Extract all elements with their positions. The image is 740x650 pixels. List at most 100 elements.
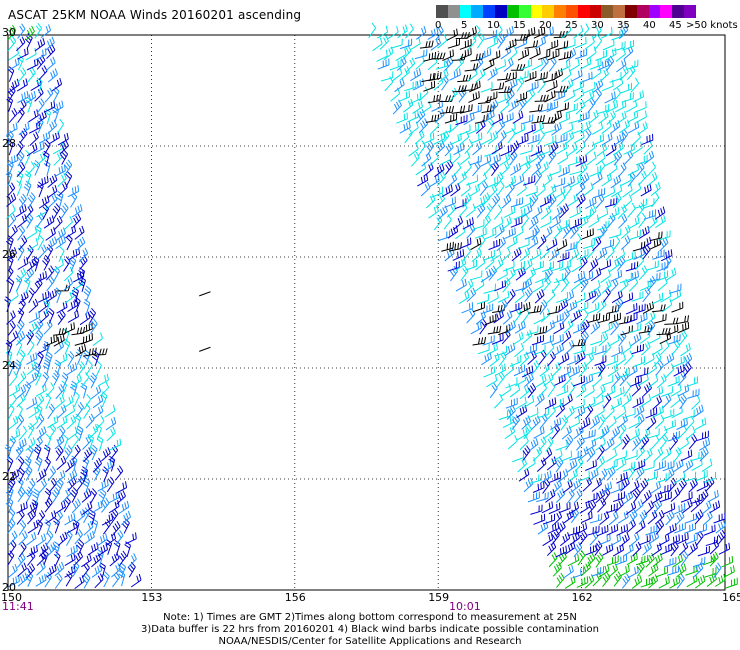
wind-barb [63, 216, 73, 231]
wind-barb [656, 327, 671, 336]
wind-barb [456, 171, 467, 186]
wind-barb [17, 552, 26, 568]
wind-barb [530, 504, 543, 515]
wind-barb [93, 348, 108, 356]
wind-barb [376, 49, 388, 62]
wind-barb [70, 487, 79, 503]
wind-barb [596, 207, 609, 220]
wind-barb [558, 502, 571, 514]
wind-barb [408, 142, 419, 157]
wind-barb [589, 280, 601, 294]
wind-barb [459, 39, 472, 50]
wind-barb [8, 393, 17, 409]
wind-barb [470, 132, 483, 144]
wind-barb [555, 457, 564, 473]
wind-barb [34, 37, 46, 52]
wind-barb [62, 277, 73, 292]
wind-barb [452, 161, 462, 177]
legend-swatch [483, 5, 496, 18]
wind-barb [633, 459, 646, 471]
wind-barb [36, 426, 47, 441]
wind-barb [8, 508, 16, 524]
wind-barb [487, 291, 499, 304]
wind-barb [608, 333, 620, 347]
wind-barb [573, 488, 583, 504]
wind-barb [620, 224, 631, 240]
wind-barb [44, 36, 55, 51]
wind-barb [92, 457, 102, 473]
wind-barb [552, 479, 562, 494]
wind-barb [704, 567, 717, 578]
wind-barb [74, 335, 88, 346]
wind-barb [559, 260, 572, 272]
wind-barb [556, 385, 569, 397]
wind-barb [428, 174, 440, 188]
wind-barb [92, 332, 103, 347]
wind-barb [25, 90, 37, 104]
wind-barb [564, 131, 575, 145]
wind-barb [487, 184, 498, 199]
wind-barb [492, 216, 504, 230]
wind-barb [16, 170, 24, 187]
wind-barb [552, 397, 565, 410]
wind-barb [529, 473, 543, 484]
wind-barb [28, 311, 41, 324]
wind-barb [630, 332, 642, 347]
wind-barb [522, 445, 531, 461]
wind-barb [66, 414, 77, 430]
wind-barb [551, 529, 560, 545]
wind-barb [643, 209, 657, 220]
wind-barb [598, 414, 606, 430]
wind-barb [28, 109, 39, 123]
wind-barb [665, 523, 677, 536]
wind-barb [18, 530, 28, 546]
wind-barb [494, 204, 503, 220]
wind-barb [379, 35, 389, 50]
wind-barb [539, 413, 548, 429]
wind-barb [55, 235, 66, 250]
wind-barb [605, 459, 618, 471]
wind-barb [34, 277, 43, 294]
legend-swatch [565, 5, 578, 18]
wind-barb [18, 193, 27, 210]
wind-barb [671, 301, 684, 313]
wind-barb [17, 213, 28, 228]
wind-barb [592, 571, 602, 587]
wind-barb [561, 373, 572, 389]
wind-barb [502, 25, 514, 39]
wind-barb [512, 451, 525, 463]
wind-barb [597, 313, 611, 324]
wind-barb [490, 82, 505, 91]
wind-barb [396, 112, 408, 124]
wind-barb [476, 202, 486, 219]
wind-barb [619, 24, 629, 40]
lat-tick-label: 22 [2, 470, 16, 483]
wind-barb [634, 101, 647, 113]
wind-barb [664, 317, 679, 325]
wind-barb [8, 47, 20, 61]
wind-barb [104, 404, 116, 418]
wind-barb [53, 327, 67, 336]
wind-barb [53, 517, 60, 534]
wind-barb [642, 541, 652, 556]
wind-barb [561, 24, 572, 39]
wind-barb [595, 552, 604, 568]
wind-barb [506, 288, 516, 304]
wind-barb [725, 577, 738, 589]
wind-barb [510, 140, 520, 156]
wind-barb [628, 229, 641, 241]
wind-barb [542, 116, 557, 124]
wind-barb [466, 287, 477, 303]
wind-barb [566, 459, 578, 473]
wind-barb [51, 78, 63, 92]
wind-barb [636, 202, 645, 218]
wind-barb [673, 355, 685, 368]
wind-barb [76, 402, 85, 418]
wind-barb [67, 476, 77, 492]
wind-barb [448, 242, 462, 252]
wind-barb [32, 488, 40, 505]
wind-barb [557, 251, 570, 263]
wind-barb [564, 541, 576, 555]
wind-barb [600, 481, 613, 495]
wind-barb [480, 81, 493, 93]
